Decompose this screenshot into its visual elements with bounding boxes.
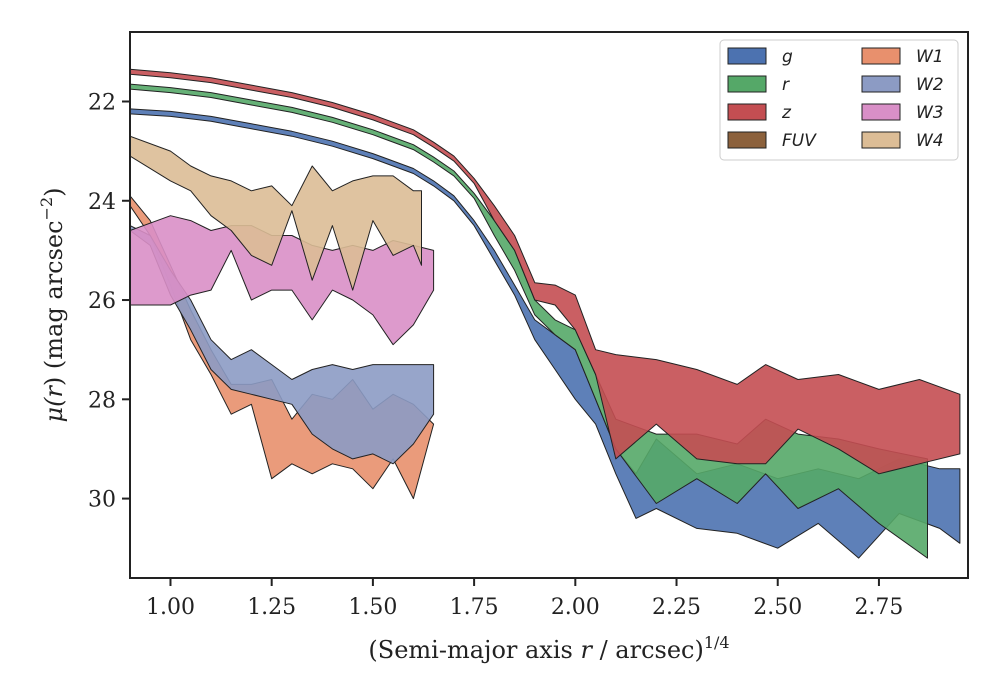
plot-frame (129, 31, 969, 579)
legend-label-w1: W1 (916, 47, 944, 67)
band-r (130, 83, 928, 559)
band-g (130, 108, 961, 559)
legend-label-w2: W2 (916, 75, 944, 95)
y-tick-label: 26 (88, 289, 116, 314)
legend-label-fuv: FUV (782, 131, 817, 151)
legend-swatch-w2 (861, 75, 901, 93)
y-axis-ticks: 22 24 26 28 30 (88, 90, 130, 513)
legend: grz FUV W1 W2 W3 W4 (719, 39, 959, 161)
x-tick-label: 1.75 (450, 595, 499, 620)
x-tick-label: 2.25 (652, 595, 701, 620)
x-tick-label: 2.50 (753, 595, 802, 620)
band-w4 (130, 135, 422, 291)
y-tick-label: 24 (88, 190, 116, 215)
y-tick-label: 28 (88, 388, 116, 413)
y-tick-label: 22 (88, 90, 116, 115)
x-tick-label: 2.00 (551, 595, 600, 620)
legend-swatch-g (727, 47, 767, 65)
legend-label-g: g (782, 47, 793, 67)
y-tick-label: 30 (88, 488, 116, 513)
legend-swatch-w4 (861, 131, 901, 149)
legend-swatch-w1 (861, 47, 901, 65)
band-z (130, 68, 961, 475)
bands-group (130, 68, 961, 559)
x-axis-label: (Semi-major axis r / arcsec)1/4 (368, 633, 729, 664)
legend-label-z: z (781, 103, 792, 123)
legend-label-w3: W3 (916, 103, 944, 123)
x-tick-label: 1.00 (146, 595, 195, 620)
legend-label-r: r (782, 75, 790, 95)
legend-label-w4: W4 (916, 131, 944, 151)
legend-swatch-w3 (861, 103, 901, 121)
band-w2 (130, 225, 435, 465)
legend-swatch-z (727, 103, 767, 121)
y-axis-label: μ(r) (mag arcsec−2) (37, 187, 68, 422)
x-tick-label: 1.50 (348, 595, 397, 620)
x-axis-ticks: 1.00 1.25 1.50 1.75 2.00 2.25 2.50 2.75 (146, 578, 903, 620)
legend-swatch-r (727, 75, 767, 93)
x-tick-label: 1.25 (247, 595, 296, 620)
x-tick-label: 2.75 (854, 595, 903, 620)
legend-swatch-fuv (727, 131, 767, 149)
legend-box (719, 39, 959, 161)
